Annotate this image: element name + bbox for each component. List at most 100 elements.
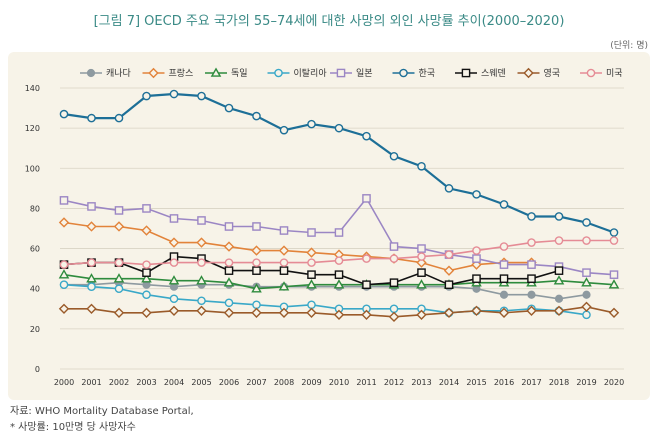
point-6-2016 bbox=[499, 274, 509, 283]
point-8-2016 bbox=[499, 242, 509, 251]
point-5-2019 bbox=[582, 218, 591, 227]
point-4-2005 bbox=[197, 216, 206, 225]
point-1-2013 bbox=[416, 257, 427, 268]
point-6-2006 bbox=[224, 266, 234, 275]
legend-label-4: 일본 bbox=[356, 68, 373, 79]
y-tick-label-0: 0 bbox=[35, 365, 40, 374]
x-tick-label-2016: 2016 bbox=[494, 378, 514, 387]
point-8-2000 bbox=[59, 260, 69, 269]
legend-label-8: 미국 bbox=[606, 68, 623, 79]
point-8-2004 bbox=[169, 258, 179, 267]
point-5-2009 bbox=[307, 119, 316, 129]
y-tick-label-100: 100 bbox=[25, 164, 40, 173]
x-tick-label-2003: 2003 bbox=[136, 378, 156, 387]
x-tick-label-2018: 2018 bbox=[549, 378, 569, 387]
point-4-2010 bbox=[334, 228, 344, 237]
source-note: 자료: WHO Mortality Database Portal, bbox=[10, 406, 194, 417]
point-7-2000 bbox=[58, 303, 70, 314]
point-7-2020 bbox=[608, 307, 620, 318]
legend-label-3: 이탈리아 bbox=[294, 68, 328, 79]
legend-label-5: 한국 bbox=[419, 68, 436, 79]
x-tick-label-2015: 2015 bbox=[466, 378, 486, 387]
point-7-2002 bbox=[113, 307, 125, 318]
point-7-2019 bbox=[581, 301, 592, 312]
point-2-2018 bbox=[553, 275, 565, 285]
point-8-2002 bbox=[114, 258, 124, 267]
point-1-2009 bbox=[306, 247, 317, 258]
x-tick-label-2010: 2010 bbox=[329, 378, 349, 387]
point-5-2006 bbox=[224, 103, 234, 113]
series-line-0 bbox=[64, 281, 587, 300]
point-8-2018 bbox=[554, 236, 564, 245]
point-3-2001 bbox=[87, 282, 96, 292]
point-5-2015 bbox=[472, 190, 481, 199]
point-8-2008 bbox=[279, 258, 289, 267]
point-2-2001 bbox=[86, 273, 97, 283]
point-4-2004 bbox=[169, 214, 179, 223]
point-4-2017 bbox=[527, 260, 536, 269]
point-2-2000 bbox=[58, 269, 70, 279]
point-4-2002 bbox=[114, 206, 124, 215]
point-4-2019 bbox=[582, 268, 591, 277]
point-8-2015 bbox=[472, 246, 481, 255]
point-4-2013 bbox=[417, 244, 426, 253]
notes: 자료: WHO Mortality Database Portal, * 사망률… bbox=[10, 404, 194, 436]
point-8-2017 bbox=[527, 238, 536, 247]
point-6-2009 bbox=[307, 270, 316, 279]
point-7-2013 bbox=[416, 309, 427, 320]
point-5-2014 bbox=[444, 184, 454, 193]
point-6-2012 bbox=[389, 278, 399, 287]
point-6-2008 bbox=[279, 266, 289, 275]
point-5-2018 bbox=[554, 212, 564, 221]
point-4-2007 bbox=[252, 222, 261, 231]
point-4-2016 bbox=[499, 260, 509, 269]
y-tick-label-140: 140 bbox=[25, 84, 40, 93]
point-7-2011 bbox=[361, 309, 372, 320]
x-tick-label-2017: 2017 bbox=[521, 378, 541, 387]
point-7-2015 bbox=[471, 305, 482, 316]
point-0-2019 bbox=[582, 290, 591, 299]
point-3-2000 bbox=[59, 280, 69, 290]
point-2-2008 bbox=[278, 281, 290, 291]
point-3-2005 bbox=[197, 296, 206, 306]
point-0-2017 bbox=[527, 290, 536, 299]
point-8-2006 bbox=[224, 258, 234, 267]
point-5-2020 bbox=[609, 228, 619, 237]
series-line-3 bbox=[63, 283, 587, 316]
point-5-2012 bbox=[389, 151, 399, 161]
point-7-2005 bbox=[196, 305, 207, 316]
point-3-2006 bbox=[224, 298, 234, 308]
point-8-2009 bbox=[307, 258, 316, 267]
point-1-2006 bbox=[223, 241, 235, 252]
legend-label-2: 독일 bbox=[231, 68, 248, 79]
y-tick-label-40: 40 bbox=[30, 285, 40, 294]
point-1-2008 bbox=[278, 245, 290, 256]
point-4-2003 bbox=[142, 204, 151, 213]
x-tick-label-2008: 2008 bbox=[274, 378, 294, 387]
point-7-2008 bbox=[278, 307, 290, 318]
point-5-2016 bbox=[499, 200, 509, 209]
point-8-2020 bbox=[609, 236, 619, 245]
legend-marker-1 bbox=[148, 67, 159, 79]
point-1-2003 bbox=[141, 225, 152, 236]
point-8-2011 bbox=[362, 254, 371, 263]
point-5-2002 bbox=[114, 113, 124, 123]
point-7-2006 bbox=[223, 307, 235, 318]
point-6-2003 bbox=[142, 268, 151, 277]
legend-label-1: 프랑스 bbox=[169, 67, 194, 79]
chart-title: [그림 7] OECD 주요 국가의 55–74세에 대한 사망의 외인 사망률… bbox=[93, 14, 565, 29]
x-tick-label-2013: 2013 bbox=[411, 378, 431, 387]
point-6-2017 bbox=[527, 274, 536, 283]
legend-marker-6 bbox=[461, 68, 471, 78]
point-1-2001 bbox=[86, 221, 97, 232]
x-tick-label-2014: 2014 bbox=[439, 378, 459, 387]
legend-marker-2 bbox=[210, 67, 222, 77]
legend-label-6: 스웨덴 bbox=[481, 67, 506, 79]
point-8-2013 bbox=[417, 252, 426, 261]
point-2-2013 bbox=[416, 279, 427, 289]
point-6-2007 bbox=[252, 266, 261, 275]
point-4-2008 bbox=[279, 226, 289, 235]
point-2-2007 bbox=[251, 283, 262, 293]
point-2-2020 bbox=[608, 279, 620, 289]
